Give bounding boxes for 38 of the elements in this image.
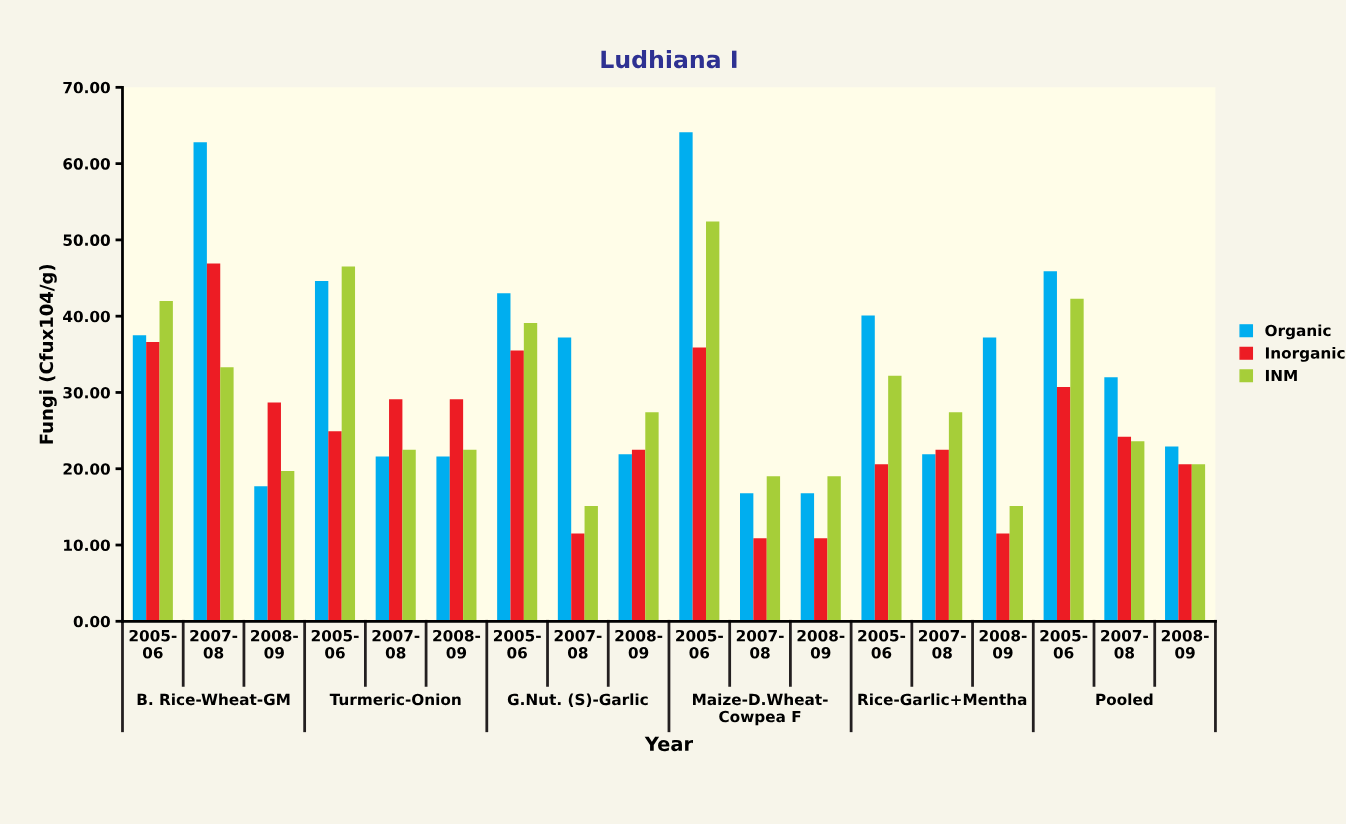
x-tick-label: 2005-06 bbox=[1040, 629, 1088, 659]
text: Turmeric-Onion bbox=[329, 693, 461, 706]
text: Pooled bbox=[1096, 693, 1153, 706]
x-tick-label: 2008-09 bbox=[1161, 629, 1209, 659]
x-tick-label: 2007-08 bbox=[190, 629, 238, 659]
legend-label: Organic bbox=[1265, 324, 1331, 340]
x-tick-label: 2007-08 bbox=[1101, 629, 1148, 659]
legend-label: Inorganic bbox=[1265, 346, 1345, 362]
y-tick-label: 10.00 bbox=[64, 539, 110, 552]
y-tick-label: 40.00 bbox=[63, 310, 110, 323]
x-tick-label: 2005-06 bbox=[129, 629, 177, 659]
y-tick-label: 20.00 bbox=[63, 463, 110, 475]
text: B. Rice-Wheat-GM bbox=[137, 693, 290, 706]
x-tick-label: 2007-08 bbox=[736, 629, 784, 659]
x-axis-title: Year bbox=[644, 736, 694, 752]
x-tick-label: 2008-09 bbox=[797, 629, 845, 659]
x-tick-label: 2005-06 bbox=[311, 629, 359, 659]
legend-label: INM bbox=[1265, 369, 1297, 382]
x-tick-label: 2007-08 bbox=[918, 629, 966, 659]
text: Maize-D.Wheat-Cowpea F bbox=[693, 693, 828, 726]
x-tick-label: 2008-09 bbox=[251, 629, 298, 659]
y-tick-label: 60.00 bbox=[63, 158, 110, 170]
text: G.Nut. (S)-Garlic bbox=[507, 693, 648, 707]
x-tick-label: 2007-08 bbox=[372, 629, 420, 659]
x-tick-label: 2005-06 bbox=[493, 629, 541, 659]
y-tick-label: 30.00 bbox=[63, 386, 110, 399]
text: Rice-Garlic+Mentha bbox=[858, 693, 1027, 706]
x-tick-label: 2008-09 bbox=[433, 629, 481, 659]
x-tick-label: 2007-08 bbox=[554, 629, 602, 659]
x-tick-label: 2005-06 bbox=[858, 629, 906, 659]
x-tick-label: 2008-09 bbox=[615, 629, 663, 659]
y-axis-title: Fungi (Cfux104/g) bbox=[39, 264, 57, 444]
y-tick-label: 50.00 bbox=[63, 234, 110, 246]
y-tick-label: 70.00 bbox=[63, 81, 110, 94]
chart-title: Ludhiana I bbox=[601, 49, 737, 69]
x-tick-label: 2005-06 bbox=[676, 629, 723, 659]
y-tick-label: 0.00 bbox=[73, 615, 110, 628]
x-tick-label: 2008-09 bbox=[979, 629, 1027, 659]
